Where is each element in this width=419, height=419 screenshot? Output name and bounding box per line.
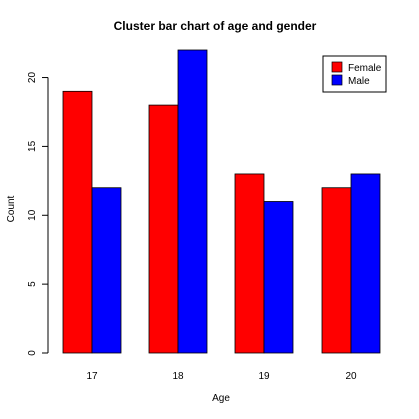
x-tick-label: 17: [86, 371, 98, 382]
bar-female-20: [321, 187, 352, 354]
x-axis-tick-labels: 17 18 19 20: [86, 371, 357, 382]
bar-male-17: [91, 187, 122, 354]
bar-male-19: [263, 201, 294, 354]
y-axis-label: Count: [6, 195, 17, 222]
y-tick-label: 20: [27, 72, 38, 84]
y-tick-label: 10: [27, 209, 38, 221]
y-tick-label: 0: [27, 350, 38, 356]
chart-title: Cluster bar chart of age and gender: [114, 19, 317, 33]
y-tick-label: 15: [27, 140, 38, 152]
x-axis-label: Age: [212, 393, 230, 404]
bar-male-18: [177, 49, 208, 354]
bar-female-17: [62, 90, 93, 354]
legend: Female Male: [322, 55, 387, 93]
x-tick-label: 20: [345, 371, 357, 382]
y-tick-label: 5: [27, 281, 38, 287]
x-tick-label: 18: [172, 371, 184, 382]
legend-label-female: Female: [348, 63, 382, 74]
y-axis: 0 5 10 15 20: [27, 72, 49, 356]
legend-label-male: Male: [348, 76, 370, 87]
legend-swatch-male: [331, 74, 343, 86]
legend-swatch-female: [331, 61, 343, 73]
bar-male-20: [350, 173, 381, 354]
x-tick-label: 19: [258, 371, 270, 382]
bars-group: [62, 49, 381, 354]
bar-female-19: [234, 173, 265, 354]
bar-female-18: [148, 104, 179, 354]
